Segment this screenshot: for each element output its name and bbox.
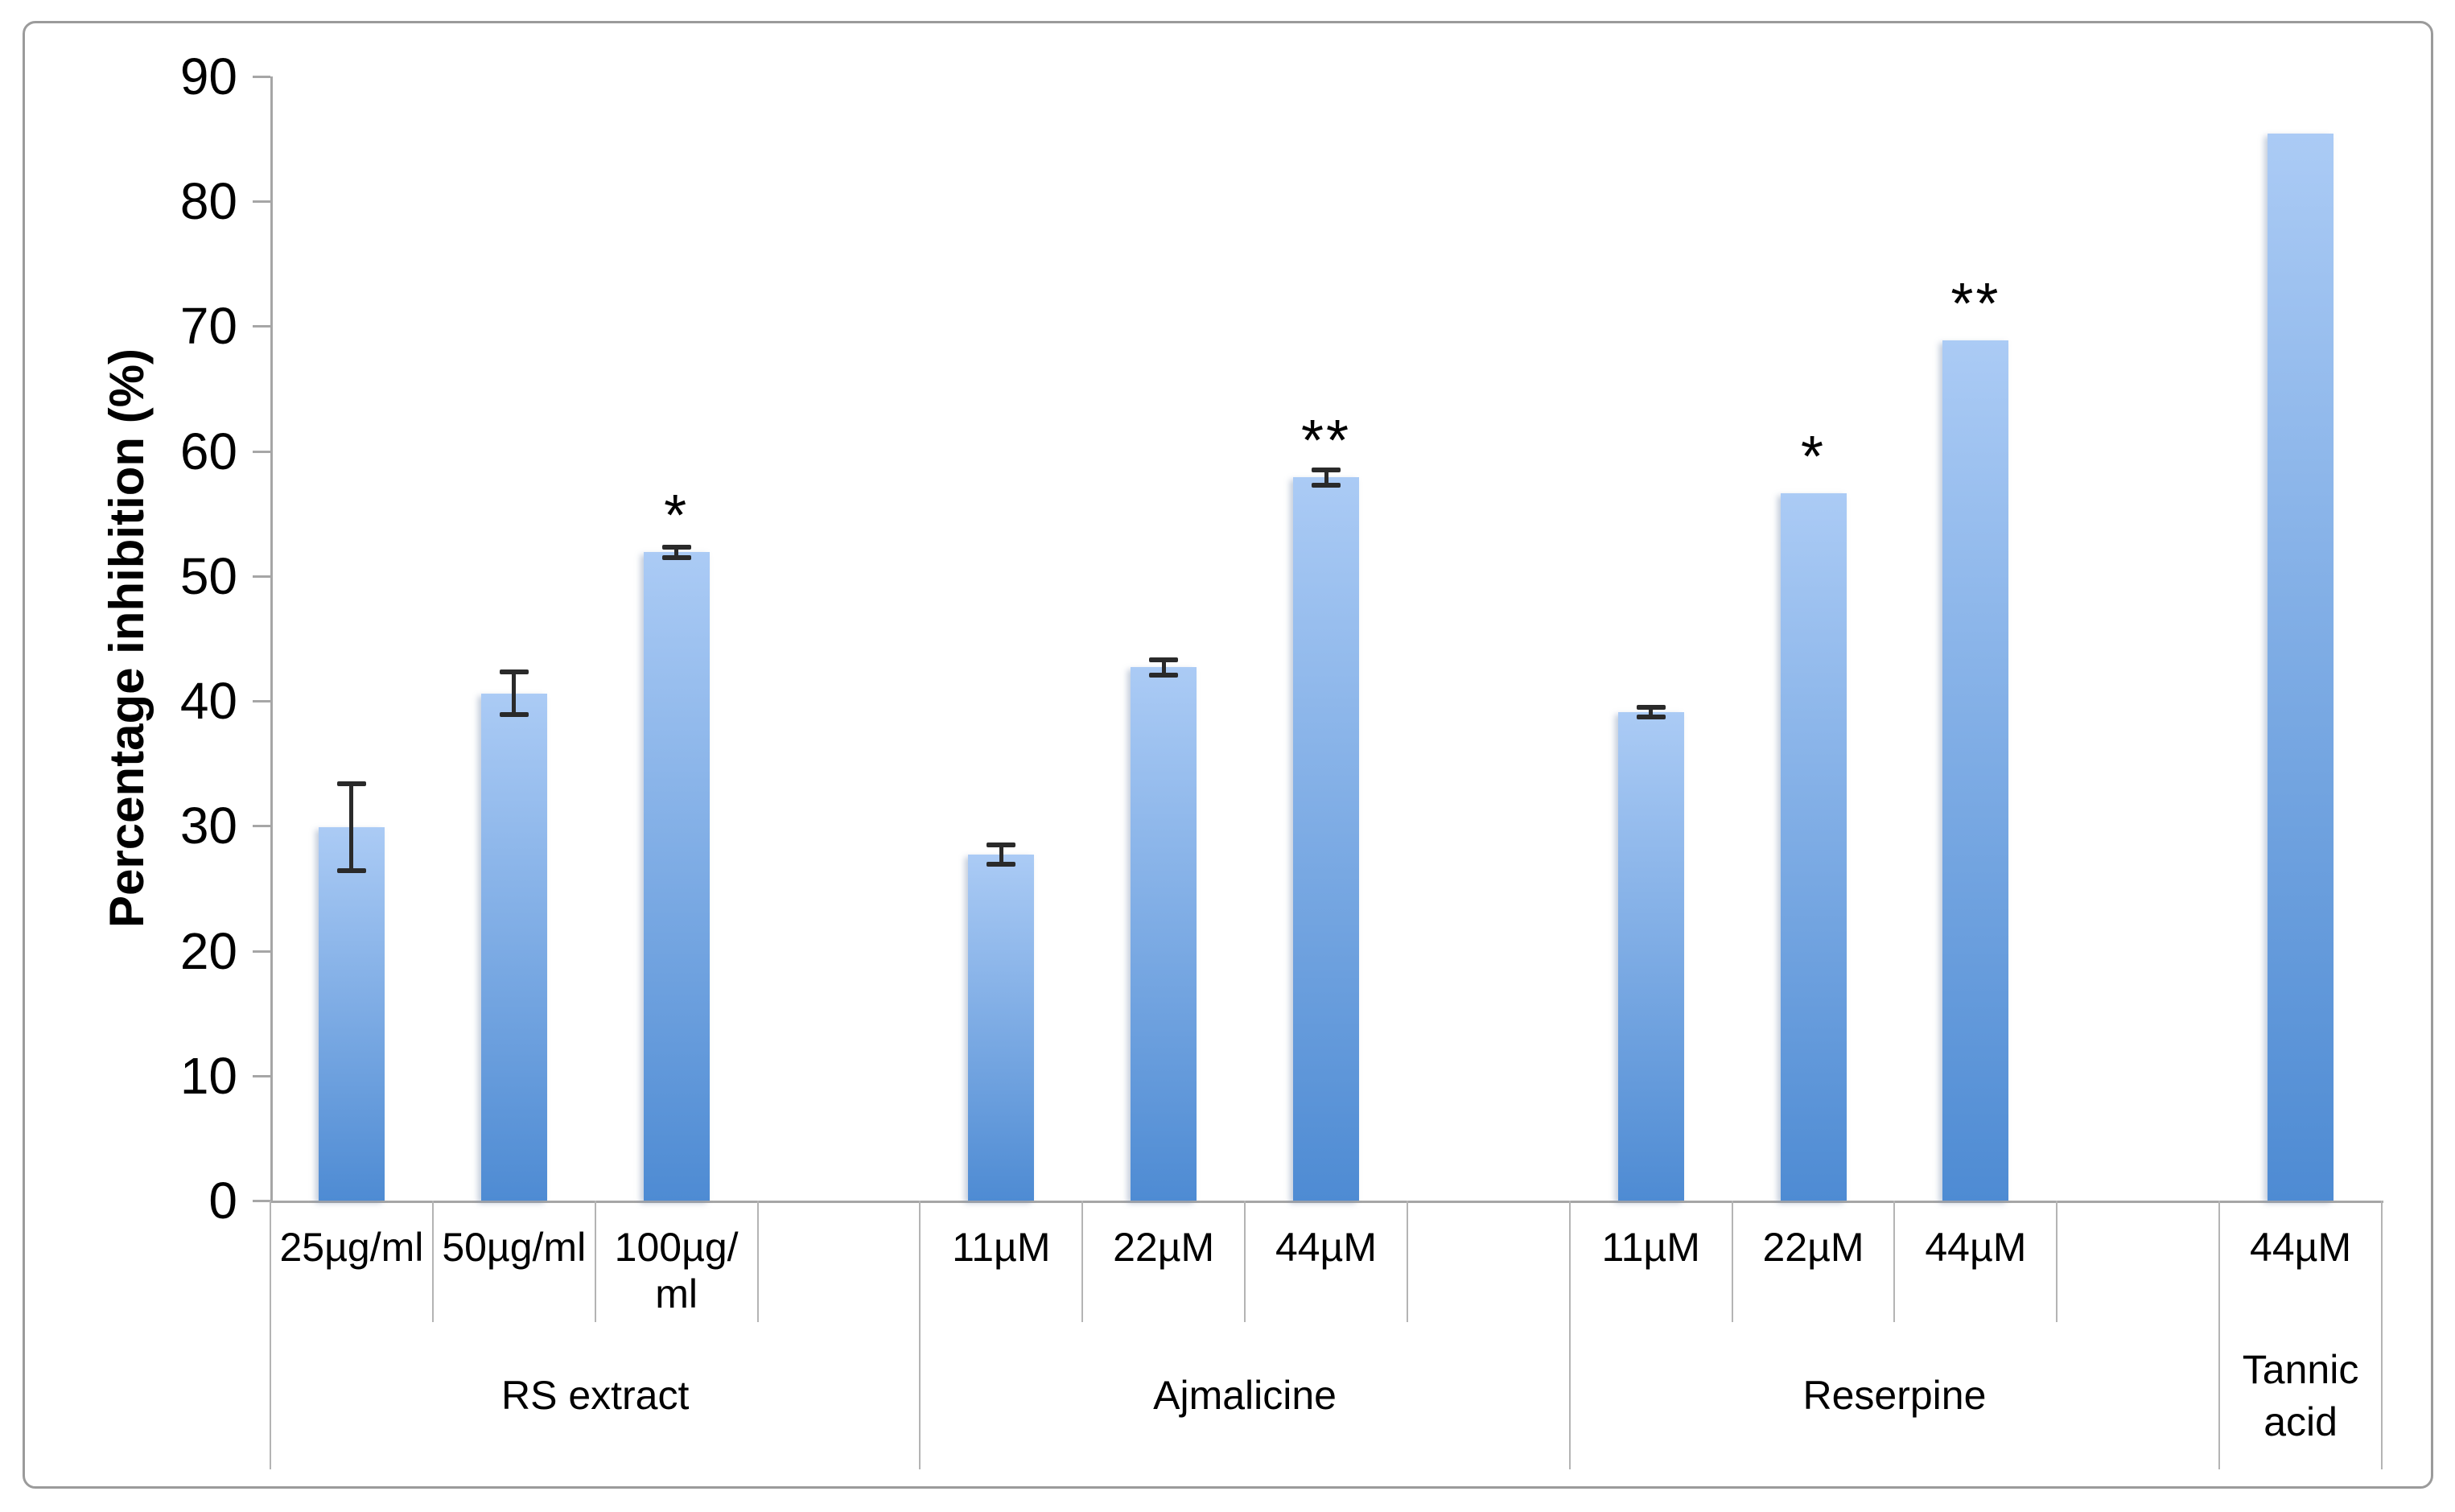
category-label: 44µM — [1925, 1225, 2027, 1270]
category-separator — [1244, 1201, 1246, 1322]
bar — [480, 693, 547, 1201]
bar — [968, 855, 1035, 1201]
category-label: 25µg/​ml — [279, 1225, 424, 1270]
category-separator — [1406, 1201, 1408, 1322]
category-separator — [2056, 1201, 2058, 1322]
bar — [1293, 477, 1359, 1201]
error-bar-cap — [499, 712, 529, 718]
bar — [1942, 340, 2009, 1201]
y-axis-tick-label: 30 — [179, 797, 237, 855]
error-bar-line — [999, 844, 1003, 865]
group-separator — [2218, 1201, 2221, 1469]
category-label: 50µg/​ml — [442, 1225, 587, 1270]
bar — [1780, 493, 1847, 1201]
error-bar-cap — [1636, 704, 1666, 710]
bar — [1131, 667, 1197, 1201]
category-separator — [1731, 1201, 1733, 1322]
category-separator — [594, 1201, 596, 1322]
error-bar-cap — [661, 545, 691, 550]
y-axis-tick — [253, 200, 270, 204]
bar — [643, 552, 710, 1201]
y-axis-tick-label: 50 — [179, 546, 237, 605]
y-axis-tick — [253, 325, 270, 328]
y-axis-tick-label: 90 — [179, 47, 237, 105]
y-axis-tick — [253, 1074, 270, 1077]
significance-marker: ** — [1950, 271, 2001, 336]
category-label: 100µg/​ml — [614, 1225, 739, 1316]
group-label: Reserpine — [1802, 1373, 1987, 1418]
error-bar-cap — [1149, 672, 1179, 678]
group-separator — [919, 1201, 921, 1469]
y-axis-tick — [253, 1200, 270, 1202]
error-bar-line — [674, 547, 679, 558]
y-axis-tick-label: 60 — [179, 422, 237, 480]
y-axis-title: Percentage inhibition (%) — [100, 348, 154, 929]
error-bar-line — [512, 672, 517, 715]
significance-marker: ** — [1300, 409, 1351, 474]
bar — [318, 826, 385, 1201]
error-bar-cap — [499, 669, 529, 675]
y-axis-tick-label: 0 — [208, 1172, 237, 1230]
error-bar-cap — [336, 781, 366, 786]
error-bar-cap — [987, 862, 1016, 867]
group-separator — [270, 1201, 271, 1469]
error-bar-cap — [1312, 467, 1341, 472]
y-axis-tick-label: 70 — [179, 297, 237, 356]
error-bar-cap — [1636, 715, 1666, 720]
category-separator — [431, 1201, 434, 1322]
y-axis-tick-label: 20 — [179, 921, 237, 980]
y-axis-tick — [253, 950, 270, 953]
category-label: 22µM — [1762, 1225, 1864, 1270]
bar — [1617, 712, 1684, 1201]
x-axis-baseline — [270, 1201, 2383, 1203]
error-bar-cap — [1149, 657, 1179, 662]
error-bar-line — [1649, 707, 1654, 718]
group-separator — [2381, 1201, 2383, 1469]
group-label: RS extract — [500, 1373, 690, 1418]
category-separator — [756, 1201, 759, 1322]
error-bar-line — [1324, 469, 1328, 485]
category-separator — [1893, 1201, 1896, 1322]
error-bar-cap — [987, 842, 1016, 847]
error-bar-line — [349, 783, 354, 871]
error-bar-line — [1161, 659, 1166, 675]
error-bar-cap — [661, 554, 691, 560]
category-label: 11µM — [1601, 1225, 1700, 1270]
category-label: 22µM — [1113, 1225, 1215, 1270]
group-label: Ajmalicine — [1153, 1373, 1337, 1418]
y-axis-line — [270, 76, 273, 1201]
category-label: 44µM — [1275, 1225, 1378, 1270]
group-separator — [1568, 1201, 1571, 1469]
y-axis-tick — [253, 450, 270, 453]
y-axis-tick-label: 80 — [179, 172, 237, 231]
bar — [2268, 134, 2334, 1201]
y-axis-tick — [253, 700, 270, 703]
category-label: 11µM — [952, 1225, 1051, 1270]
y-axis-tick-label: 40 — [179, 672, 237, 731]
figure-border — [23, 21, 2433, 1489]
error-bar-cap — [336, 868, 366, 874]
significance-marker: * — [1801, 425, 1827, 490]
category-separator — [1081, 1201, 1084, 1322]
y-axis-tick — [253, 825, 270, 828]
y-axis-tick — [253, 575, 270, 578]
y-axis-tick — [253, 76, 270, 78]
error-bar-cap — [1312, 482, 1341, 488]
group-label: Tannic acid — [2242, 1346, 2359, 1444]
significance-marker: * — [664, 484, 690, 549]
y-axis-tick-label: 10 — [179, 1046, 237, 1105]
category-label: 44µM — [2250, 1225, 2352, 1270]
